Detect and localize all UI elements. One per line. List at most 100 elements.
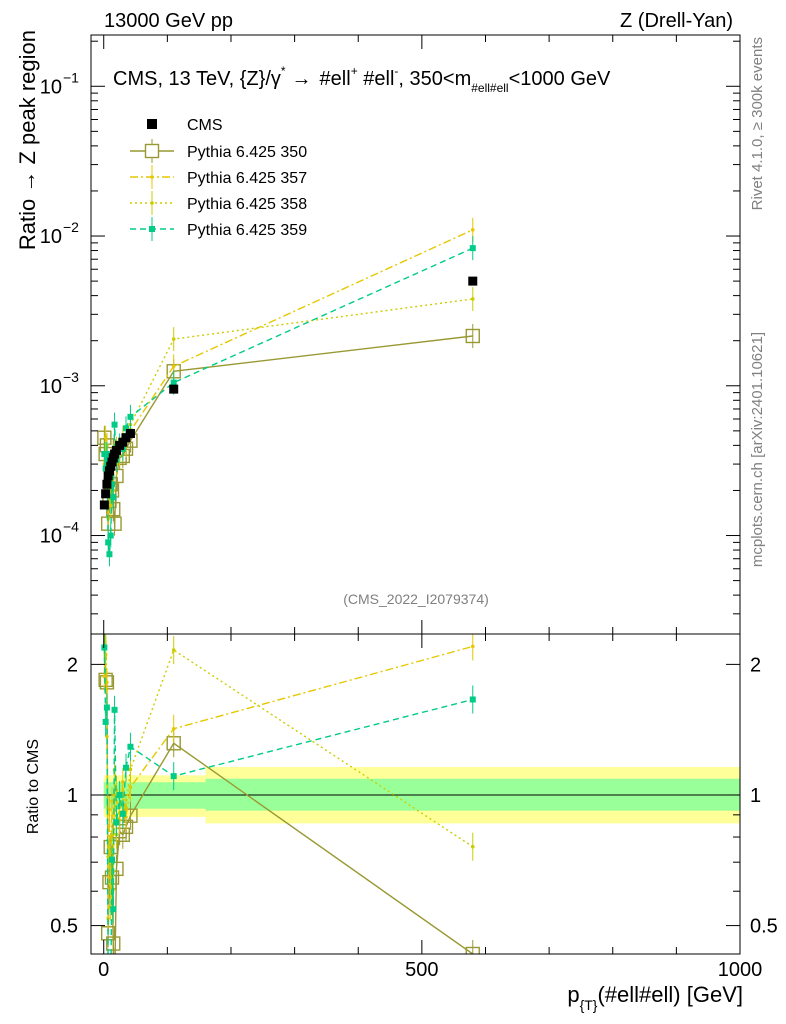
legend-label: Pythia 6.425 350 [187, 144, 307, 161]
mc-point-359 [103, 451, 110, 458]
mc-point [171, 364, 176, 369]
ratio-series [98, 634, 480, 1024]
y-tick-label-exponent: −4 [63, 519, 79, 535]
data-point [111, 445, 121, 455]
ratio-point-350 [465, 946, 480, 954]
mc-point-359 [122, 425, 129, 432]
legend-label: Pythia 6.425 357 [187, 170, 307, 187]
ratio-point-359 [108, 993, 114, 999]
ratio-point [110, 799, 114, 803]
ratio-point-359 [102, 718, 109, 725]
ratio-point-359 [106, 1019, 112, 1024]
data-point [99, 500, 109, 510]
mc-point [470, 228, 475, 232]
x-tick-label: 1000 [718, 959, 763, 981]
ratio-point-359 [111, 706, 118, 713]
ratio-point [107, 849, 112, 854]
rivet-version-label: Rivet 4.1.0, ≥ 300k events [749, 37, 766, 210]
mc-point [470, 297, 475, 301]
analysis-id-watermark: (CMS_2022_I2079374) [343, 591, 489, 607]
y-tick-label-ratio-right: 1 [750, 785, 761, 807]
ratio-point-350 [108, 990, 121, 1003]
ratio-point-359 [103, 704, 110, 711]
mcplots-source-label: mcplots.cern.ch [arXiv:2401.10621] [749, 332, 766, 567]
legend-marker [150, 175, 154, 179]
ratio-point-359 [110, 906, 117, 913]
chart-title: CMS, 13 TeV, {Z}/γ* → #ell+ #ell-, 350<m#e… [113, 64, 611, 95]
mc-point-359 [127, 413, 134, 420]
data-point [103, 471, 113, 481]
ratio-point [171, 648, 176, 652]
y-axis-label-ratio: Ratio to CMS [25, 739, 42, 834]
legend-label: CMS [187, 117, 223, 134]
header-left: 13000 GeV pp [104, 10, 233, 32]
mc-point-359 [108, 481, 115, 488]
data-point [104, 466, 114, 476]
y-tick-label-exponent: −2 [63, 219, 79, 235]
legend-marker [150, 201, 154, 205]
legend-label: Pythia 6.425 358 [187, 196, 307, 213]
ratio-point-359 [113, 819, 120, 826]
ratio-point [121, 780, 125, 784]
mc-point-359 [111, 421, 118, 428]
legend-label: Pythia 6.425 359 [187, 222, 307, 239]
ratio-point [110, 833, 114, 838]
mc-point-359 [107, 532, 114, 539]
y-tick-label-exponent: −3 [63, 369, 79, 385]
ratio-plot-frame [90, 633, 741, 955]
ratio-point [128, 767, 133, 772]
main-series [97, 217, 480, 567]
data-point [125, 429, 135, 439]
y-tick-label-ratio-left: 2 [67, 654, 78, 676]
y-tick-label-ratio-left: 0.5 [50, 916, 78, 938]
y-tick-label-main: 10 [40, 76, 62, 98]
mc-point [108, 503, 113, 507]
ratio-point [470, 844, 475, 849]
legend-marker-cms [147, 119, 157, 129]
y-tick-label-ratio-right: 2 [750, 654, 761, 676]
data-point [468, 276, 478, 286]
ratio-point-359 [119, 810, 126, 817]
ratio-point-359 [170, 773, 177, 780]
series-line-main [103, 298, 473, 506]
ratio-point-359 [469, 696, 476, 703]
ratio-point-359 [122, 764, 129, 771]
mc-point-350 [465, 328, 480, 344]
legend: CMS Pythia 6.425 350 Pythia 6.425 357 Pythi… [130, 117, 307, 241]
y-tick-label-ratio-left: 1 [67, 785, 78, 807]
mc-point [171, 337, 176, 341]
data-point [102, 479, 112, 489]
mc-point-359 [110, 494, 117, 501]
ratio-point-359 [116, 791, 123, 798]
mc-point-359 [170, 379, 177, 386]
ratio-point-359 [127, 743, 134, 750]
data-point [169, 384, 179, 394]
legend-marker-359 [149, 226, 155, 232]
mc-point-359 [106, 551, 113, 558]
y-tick-label-main: 10 [40, 526, 62, 548]
x-tick-label: 0 [98, 959, 109, 981]
x-axis-label: p{T}(#ell#ell) [GeV] [567, 982, 743, 1013]
y-tick-label-exponent: −1 [63, 69, 79, 85]
ratio-point [128, 785, 133, 790]
legend-marker-350 [144, 143, 160, 159]
y-tick-label-main: 10 [40, 376, 62, 398]
x-tick-label: 500 [405, 959, 438, 981]
ratio-point [107, 807, 112, 812]
y-tick-label-main: 10 [40, 226, 62, 248]
header-right: Z (Drell-Yan) [620, 10, 733, 32]
ratio-point [470, 644, 475, 649]
ratio-point-359 [108, 856, 115, 863]
ratio-point-359 [101, 644, 108, 651]
axis-ticks [91, 35, 741, 954]
y-axis-label-main: Ratio → Z peak region [15, 30, 40, 250]
ratio-point-359 [105, 984, 111, 990]
y-tick-label-ratio-right: 0.5 [750, 916, 778, 938]
mc-point-359 [105, 539, 112, 546]
ratio-bands [91, 767, 740, 824]
series-line-main [103, 247, 474, 555]
ratio-point-350 [106, 936, 121, 951]
data-point [101, 489, 111, 499]
